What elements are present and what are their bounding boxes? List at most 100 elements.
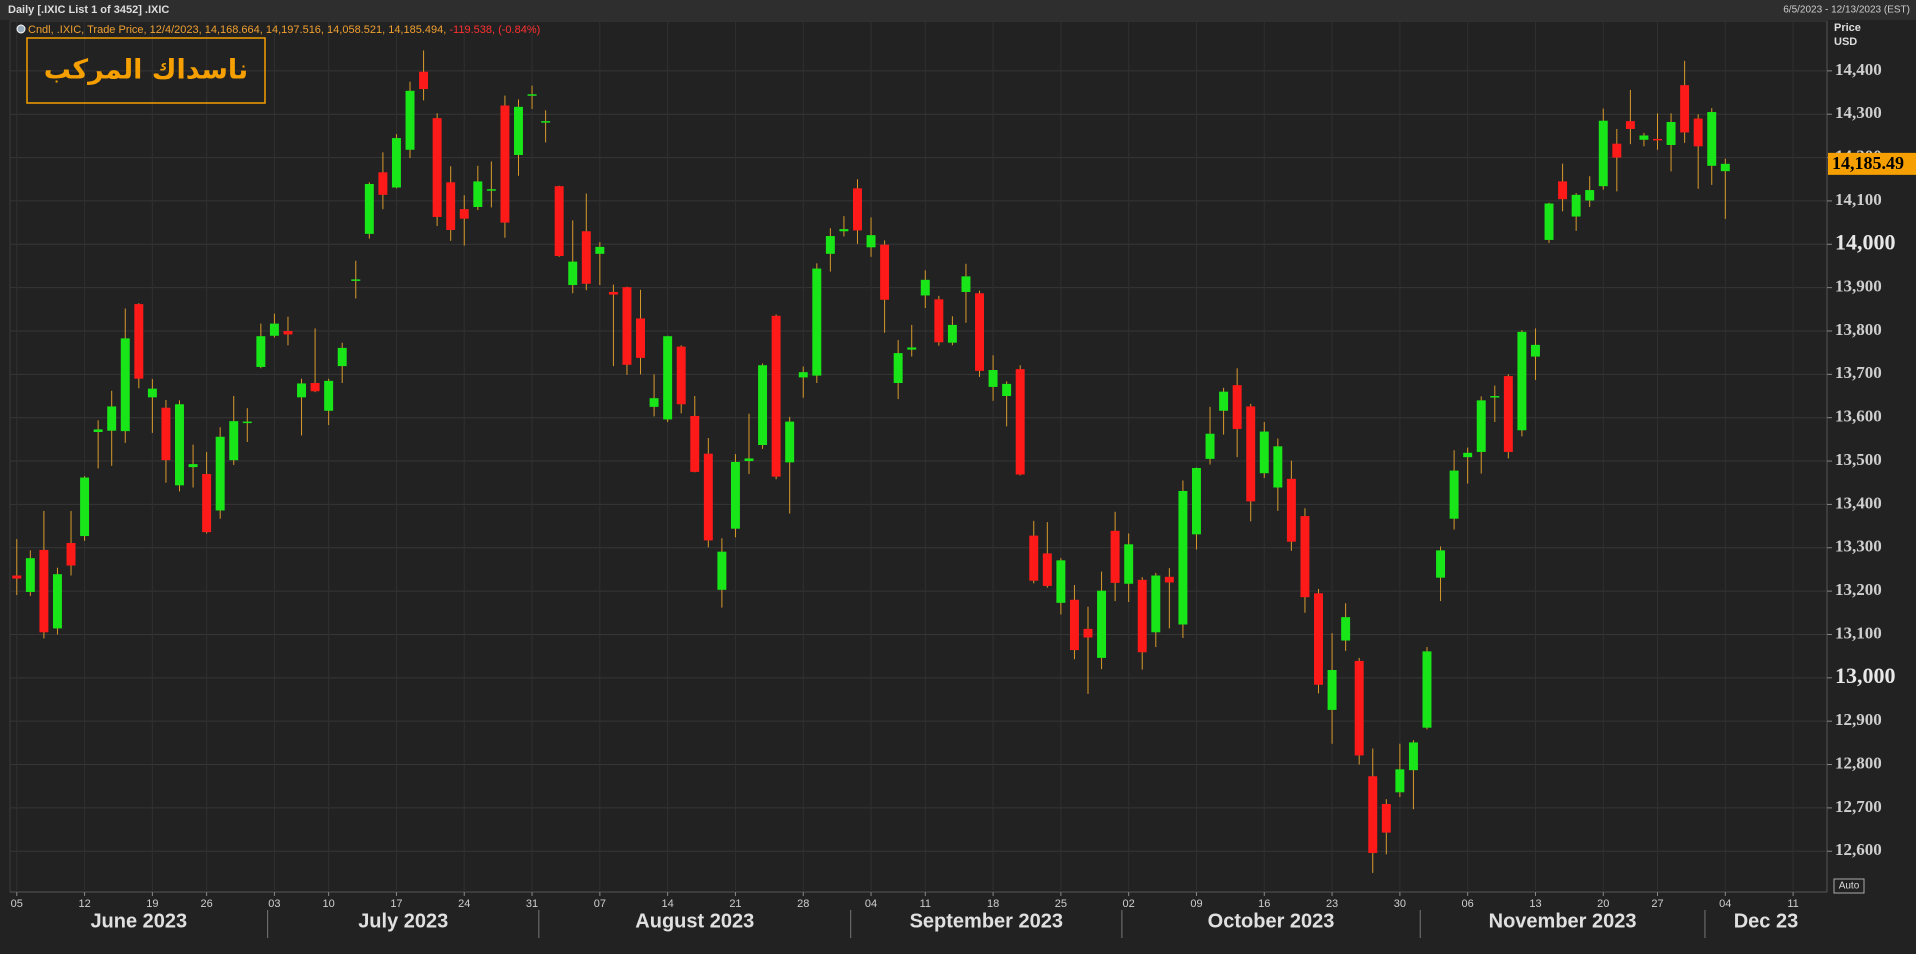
candle-body	[1259, 431, 1269, 474]
candle-body	[432, 118, 442, 217]
candle-body	[1707, 112, 1717, 166]
candle-body	[242, 421, 252, 424]
x-tick-label: 10	[323, 898, 335, 910]
candle-body	[1585, 190, 1595, 201]
candle-body	[175, 404, 184, 486]
chart-title: ناسداك المركب	[44, 55, 248, 86]
candle-body	[1693, 118, 1703, 147]
x-tick-label: 09	[1190, 898, 1202, 910]
candle-body	[1598, 120, 1608, 187]
x-tick-label: 18	[987, 898, 999, 910]
y-tick-label: 13,100	[1835, 623, 1882, 642]
candle-body	[825, 236, 835, 254]
candle-body	[608, 291, 618, 295]
x-tick-label: 23	[1326, 898, 1338, 910]
candle-body	[147, 388, 157, 398]
candle-body	[229, 421, 239, 461]
candle-body	[473, 181, 483, 207]
candle-body	[1029, 535, 1039, 581]
candle-body	[52, 574, 62, 629]
candle-body	[853, 188, 862, 231]
y-tick-label: 13,000	[1835, 663, 1896, 688]
candle-body	[1097, 590, 1107, 658]
y-tick-label: 13,700	[1835, 363, 1882, 382]
y-tick-label: 12,800	[1835, 753, 1882, 772]
candle-body	[622, 287, 632, 365]
candle-body	[798, 372, 808, 378]
month-label: June 2023	[90, 910, 187, 932]
y-tick-label: 14,300	[1835, 103, 1882, 122]
candle-body	[514, 106, 523, 155]
candle-body	[730, 461, 740, 529]
candle-body	[337, 347, 347, 367]
x-tick-label: 02	[1123, 898, 1135, 910]
candle-body	[39, 549, 49, 633]
scale-mode[interactable]: Auto	[1839, 881, 1860, 892]
candle-body	[324, 380, 334, 411]
candle-body	[1530, 344, 1540, 357]
candle-body	[80, 477, 90, 537]
y-tick-label: 14,400	[1835, 60, 1882, 79]
x-tick-label: 06	[1462, 898, 1474, 910]
candle-body	[1422, 651, 1432, 728]
candle-body	[256, 336, 266, 367]
candle-body	[649, 398, 659, 407]
x-tick-label: 13	[1529, 898, 1541, 910]
candle-body	[215, 436, 225, 511]
x-tick-label: 20	[1597, 898, 1609, 910]
x-tick-label: 14	[662, 898, 674, 910]
candle-body	[1720, 163, 1730, 172]
candle-body	[947, 324, 957, 343]
title-box	[26, 37, 266, 104]
header-range: 6/5/2023 - 12/13/2023 (EST)	[1783, 5, 1910, 16]
y-tick-label: 14,100	[1835, 190, 1882, 209]
candle-body	[1042, 553, 1052, 586]
legend-icon	[16, 24, 26, 34]
candle-body	[812, 268, 822, 376]
candle-body	[459, 209, 469, 219]
x-tick-label: 04	[1719, 898, 1731, 910]
candle-body	[297, 383, 307, 398]
y-tick-label: 13,600	[1835, 407, 1882, 426]
candle-body	[1110, 530, 1120, 583]
candle-body	[676, 346, 686, 405]
candle-body	[1680, 85, 1690, 133]
candle-body	[1558, 181, 1568, 200]
x-tick-label: 21	[729, 898, 741, 910]
candle-body	[1124, 544, 1134, 584]
y-tick-label: 12,900	[1835, 710, 1882, 729]
x-tick-label: 03	[268, 898, 280, 910]
candle-body	[1625, 121, 1635, 129]
auto-box[interactable]	[1833, 878, 1865, 894]
y-label: Price	[1834, 22, 1861, 34]
x-tick-label: 26	[200, 898, 212, 910]
candle-body	[920, 279, 930, 296]
candle-body	[486, 189, 496, 191]
y-tick-label: 13,300	[1835, 537, 1882, 556]
candle-body	[717, 551, 727, 590]
x-tick-label: 17	[390, 898, 402, 910]
candle-body	[934, 299, 944, 343]
candle-body	[1517, 331, 1527, 431]
month-label: Dec 23	[1734, 910, 1799, 932]
candle-body	[1503, 376, 1513, 452]
candle-body	[744, 458, 754, 462]
candle-body	[419, 71, 429, 90]
candle-body	[785, 421, 795, 463]
candle-body	[1164, 576, 1174, 583]
candle-body	[880, 244, 890, 300]
candle-body	[364, 184, 374, 234]
candle-body	[568, 261, 578, 286]
candle-body	[202, 474, 212, 533]
legend: Cndl, .IXIC, Trade Price, 12/4/2023, 14,…	[28, 24, 540, 36]
candle-body	[703, 453, 713, 541]
y-tick-label: 13,900	[1835, 277, 1882, 296]
candle-body	[636, 318, 646, 358]
candle-body	[1476, 400, 1486, 452]
candle-body	[1327, 670, 1337, 710]
x-tick-label: 19	[146, 898, 158, 910]
last-price-box	[1828, 152, 1916, 175]
candle-body	[1191, 467, 1201, 535]
